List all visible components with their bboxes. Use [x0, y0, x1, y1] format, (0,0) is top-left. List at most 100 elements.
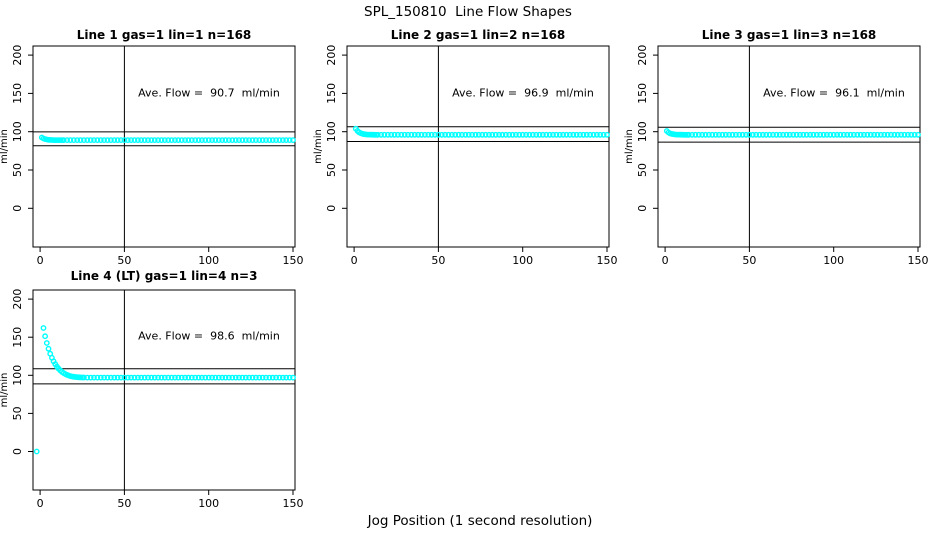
data-point	[428, 131, 435, 138]
data-point	[114, 137, 121, 144]
data-point	[415, 131, 421, 138]
data-point	[202, 137, 209, 144]
data-point	[726, 131, 732, 138]
y-axis-unit-label: ml/min	[624, 129, 635, 164]
data-point	[817, 131, 824, 138]
data-point	[472, 131, 479, 138]
data-point	[283, 137, 290, 144]
data-point	[158, 137, 165, 144]
data-point	[536, 131, 543, 138]
data-point	[178, 137, 185, 144]
data-point	[810, 131, 817, 138]
x-tick-label: 0	[351, 254, 358, 267]
data-point	[733, 131, 739, 138]
data-point	[101, 137, 108, 144]
data-point	[158, 374, 165, 381]
data-point	[563, 131, 570, 138]
y-tick-label: 0	[636, 205, 649, 212]
panel-2: 0 50 100 150 0 50 100 150 200 ml/min	[313, 45, 618, 267]
x-tick-label: 150	[283, 254, 304, 267]
data-point	[148, 137, 155, 144]
data-point	[401, 131, 408, 138]
y-axis-unit-label: ml/min	[0, 129, 10, 164]
data-point	[546, 131, 553, 138]
data-point	[94, 374, 101, 381]
y-axis-unit-label: ml/min	[313, 129, 324, 164]
data-point	[756, 131, 763, 138]
data-point	[867, 131, 874, 138]
data-point	[148, 374, 155, 381]
y-tick-label: 50	[11, 163, 24, 177]
data-point	[540, 131, 546, 138]
data-point	[205, 374, 212, 381]
data-point	[138, 374, 145, 381]
data-point	[709, 131, 716, 138]
data-point	[378, 131, 384, 138]
data-point	[279, 374, 286, 381]
data-point	[87, 374, 94, 381]
data-point	[452, 131, 459, 138]
data-point	[168, 137, 175, 144]
data-point	[134, 374, 141, 381]
data-point	[161, 374, 168, 381]
data-point	[587, 131, 593, 138]
data-point	[67, 137, 74, 144]
data-point	[195, 137, 202, 144]
x-tick-label: 0	[662, 254, 669, 267]
data-point	[91, 374, 97, 381]
data-point	[749, 131, 756, 138]
data-point	[847, 131, 854, 138]
data-point	[195, 374, 202, 381]
data-point	[121, 374, 128, 381]
panel-3-title: Line 3 gas=1 lin=3 n=168	[701, 28, 877, 42]
data-point	[259, 137, 266, 144]
data-point	[374, 131, 381, 138]
data-point	[851, 131, 857, 138]
y-tick-label: 150	[636, 83, 649, 104]
data-point	[111, 137, 118, 144]
data-point	[239, 137, 246, 144]
panel-box	[657, 45, 921, 248]
data-point	[482, 131, 489, 138]
data-point	[760, 131, 766, 138]
panel-4-title: Line 4 (LT) gas=1 lin=4 n=3	[70, 269, 258, 283]
data-point	[124, 137, 131, 144]
y-tick-label: 50	[636, 163, 649, 177]
data-point	[192, 374, 199, 381]
data-point	[803, 131, 810, 138]
data-point	[391, 131, 398, 138]
data-point	[198, 374, 205, 381]
data-point	[165, 137, 172, 144]
data-point	[523, 131, 529, 138]
data-point	[780, 131, 786, 138]
data-point	[219, 374, 226, 381]
y-tick-label: 150	[325, 83, 338, 104]
data-point	[70, 137, 77, 144]
data-points	[33, 325, 296, 455]
data-point	[408, 131, 415, 138]
data-point	[225, 374, 232, 381]
data-point	[45, 345, 52, 352]
data-point	[837, 131, 844, 138]
y-tick-label: 50	[325, 163, 338, 177]
data-point	[736, 131, 743, 138]
data-points	[663, 128, 921, 138]
data-point	[405, 131, 411, 138]
panel-box	[32, 45, 296, 248]
data-point	[225, 137, 232, 144]
data-point	[155, 374, 162, 381]
data-point	[556, 131, 563, 138]
y-tick-label: 100	[11, 365, 24, 386]
data-point	[388, 131, 395, 138]
data-point	[77, 137, 84, 144]
data-point	[519, 131, 526, 138]
data-point	[222, 374, 229, 381]
data-point	[286, 137, 293, 144]
y-axis-unit-label: ml/min	[0, 373, 10, 408]
data-point	[276, 374, 283, 381]
x-tick-label: 50	[117, 254, 131, 267]
data-point	[161, 137, 168, 144]
data-point	[131, 374, 138, 381]
data-point	[898, 131, 904, 138]
data-point	[445, 131, 452, 138]
